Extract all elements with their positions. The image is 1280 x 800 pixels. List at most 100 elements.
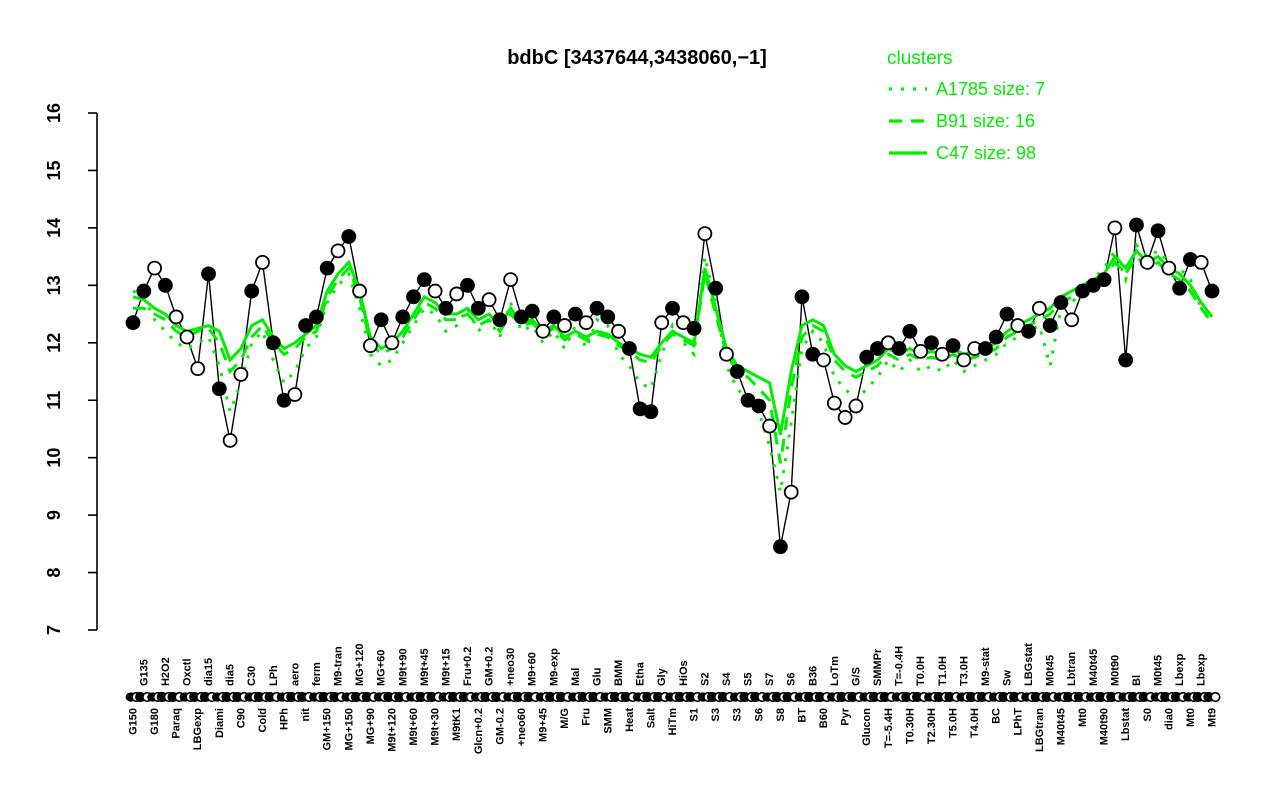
data-point: [524, 303, 540, 319]
data-point: [924, 335, 939, 351]
condition-label: B60: [818, 708, 830, 728]
data-point: [611, 323, 626, 339]
data-point: [255, 254, 270, 270]
data-point: [643, 404, 659, 420]
cluster-line-dashed: [133, 254, 1214, 464]
data-point: [222, 433, 238, 448]
condition-label: M0t90: [1109, 655, 1121, 686]
data-point: [265, 335, 281, 351]
y-tick-label: 7: [44, 625, 64, 635]
condition-label: Gly: [656, 667, 668, 686]
data-point: [190, 361, 206, 377]
data-point: [578, 315, 594, 331]
condition-label: LBGtran: [1034, 708, 1046, 752]
data-point: [319, 260, 335, 276]
condition-label: Sw: [1001, 670, 1013, 686]
legend-entry-c47: C47 size: 98: [889, 143, 1036, 163]
condition-label: HiOs: [678, 660, 690, 686]
data-point: [751, 398, 767, 414]
condition-label: M40t45: [1055, 708, 1067, 745]
condition-label: LoTm: [829, 656, 841, 686]
data-point: [1204, 283, 1220, 299]
y-tick-label: 9: [44, 510, 64, 520]
condition-label: M9tK1: [451, 708, 463, 741]
condition-label: dia15: [203, 658, 215, 686]
legend-label-b91: B91 size: 16: [936, 111, 1035, 131]
data-point: [600, 309, 616, 325]
condition-label: dia0: [1163, 708, 1175, 730]
condition-label: M9+60: [527, 652, 539, 686]
condition-label: M9t+120: [386, 708, 398, 752]
x-axis-labels: G150 G135 G180 H2O2 Paraq Oxctl LBGexp dia15 Dia…: [128, 643, 1219, 754]
condition-label: T4.0H: [969, 708, 981, 738]
cluster-line-solid: [132, 248, 1214, 435]
data-point: [621, 341, 637, 356]
condition-label: SMM: [602, 708, 614, 734]
y-tick-label: 16: [44, 103, 64, 123]
data-point: [125, 315, 141, 331]
condition-label: Pyr: [840, 707, 852, 725]
condition-label: S2: [699, 673, 711, 686]
condition-label: S6: [786, 673, 798, 686]
data-point: [762, 418, 778, 434]
data-point: [719, 346, 734, 362]
data-point: [708, 280, 724, 296]
condition-label: Fru+0.2: [462, 647, 474, 686]
data-point: [589, 300, 605, 316]
data-point: [1161, 260, 1177, 276]
data-point: [1139, 254, 1155, 270]
data-point: [395, 309, 411, 325]
data-point: [341, 229, 357, 244]
data-point: [503, 272, 519, 287]
condition-label: M9t+60: [408, 708, 420, 746]
condition-label: Fru: [581, 708, 593, 726]
data-point: [179, 329, 195, 345]
condition-label: S4: [721, 672, 733, 686]
condition-label: Glucon: [861, 708, 873, 746]
data-point: [934, 346, 950, 362]
condition-label: +neo30: [505, 648, 517, 686]
y-tick-label: 15: [44, 160, 64, 180]
condition-label: nit: [300, 708, 312, 722]
condition-label: Diami: [214, 708, 226, 738]
y-tick-label: 11: [44, 391, 64, 410]
data-point: [773, 539, 788, 555]
condition-label: Salt: [645, 708, 657, 729]
condition-label: BT: [796, 708, 808, 723]
condition-label: HiTm: [667, 708, 679, 736]
condition-label: M9t+90: [397, 648, 409, 686]
condition-label: T0.0H: [915, 656, 927, 686]
condition-label: M0t45: [1153, 655, 1165, 686]
condition-label: Mt0: [1185, 708, 1197, 727]
legend-label-c47: C47 size: 98: [936, 143, 1036, 163]
data-point: [902, 323, 918, 339]
data-point: [567, 306, 583, 322]
condition-label: MG+90: [365, 708, 377, 744]
condition-label: G/S: [850, 667, 862, 686]
data-point: [891, 341, 907, 356]
condition-label: S6: [753, 708, 765, 721]
data-point: [201, 266, 216, 282]
condition-label: Cold: [257, 708, 269, 732]
data-point: [557, 318, 572, 333]
condition-label: Lbexp: [1196, 653, 1208, 686]
condition-label: M0t45: [1045, 655, 1057, 686]
data-point: [211, 381, 227, 397]
data-point: [416, 272, 432, 287]
condition-label: G135: [138, 659, 150, 686]
data-point: [697, 226, 713, 242]
condition-label: T0.30H: [904, 708, 916, 744]
y-tick-label: 8: [44, 568, 64, 578]
data-point: [837, 410, 853, 425]
condition-rug: [125, 691, 1221, 703]
condition-label: Glu: [591, 668, 603, 686]
data-point: [859, 349, 875, 365]
condition-label: T2.30H: [926, 708, 938, 744]
data-point: [136, 283, 152, 299]
condition-label: BC: [991, 708, 1003, 724]
condition-label: LPh: [268, 665, 280, 686]
plot-marks: [125, 217, 1220, 555]
condition-label: B36: [807, 666, 819, 686]
data-point: [988, 329, 1004, 345]
